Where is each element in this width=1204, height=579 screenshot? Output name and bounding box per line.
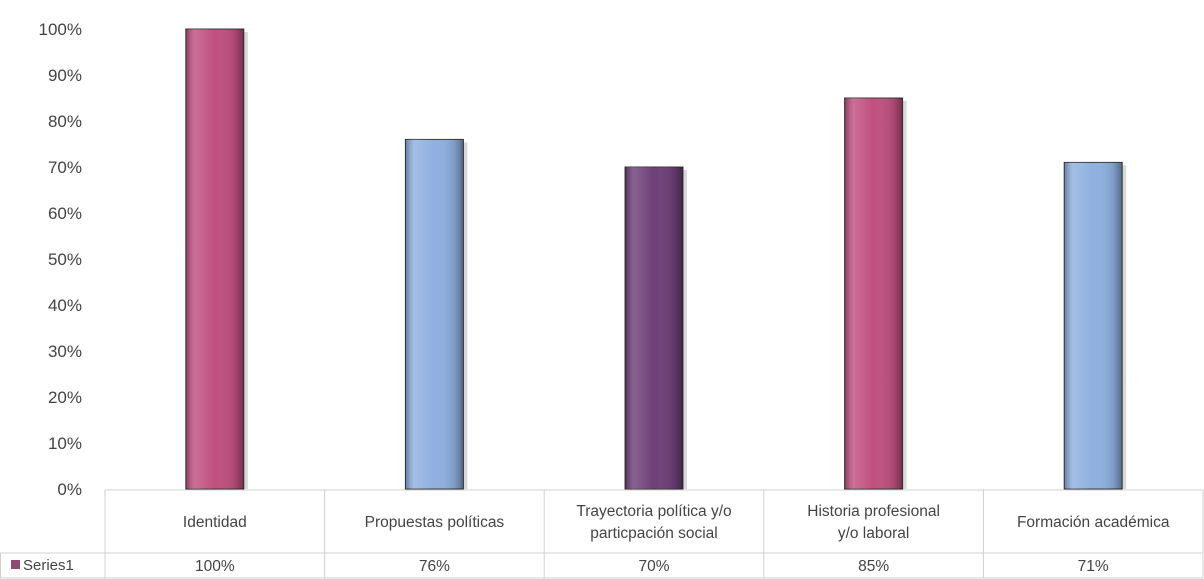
y-tick-label: 40%	[48, 296, 82, 315]
bar-shading	[185, 29, 244, 489]
category-label: Identidad	[183, 514, 247, 531]
category-label: Formación académica	[1017, 514, 1170, 531]
y-tick-label: 30%	[48, 342, 82, 361]
bar	[1063, 161, 1127, 490]
data-label: 70%	[638, 558, 669, 575]
bar-shading	[1064, 162, 1123, 489]
legend-swatch	[11, 560, 20, 569]
bar-shading	[844, 98, 903, 489]
bar-shading	[405, 139, 464, 489]
category-label: Propuestas políticas	[365, 514, 505, 531]
bar-shading	[625, 167, 683, 489]
y-tick-label: 70%	[48, 158, 82, 177]
bar	[185, 28, 248, 490]
y-tick-label: 90%	[48, 66, 82, 85]
bar	[624, 166, 687, 490]
bars	[185, 28, 1127, 490]
category-label: Trayectoria política y/o particpación soc…	[576, 503, 731, 542]
data-label: 100%	[195, 558, 235, 575]
category-label: Historia profesional y/o laboral	[807, 503, 940, 542]
data-label: 85%	[858, 558, 889, 575]
y-tick-label: 0%	[57, 480, 82, 499]
y-tick-label: 10%	[48, 434, 82, 453]
y-tick-label: 50%	[48, 250, 82, 269]
y-tick-label: 100%	[39, 20, 82, 39]
bar	[844, 97, 907, 490]
data-label: 71%	[1078, 558, 1109, 575]
data-table: Identidad Propuestas políticas Trayectoria…	[0, 489, 1204, 579]
bar	[404, 138, 468, 490]
y-tick-label: 60%	[48, 204, 82, 223]
y-tick-label: 80%	[48, 112, 82, 131]
data-label: 76%	[419, 558, 450, 575]
y-axis: 0% 10% 20% 30% 40% 50% 60% 70% 80% 90% 100%	[39, 20, 82, 499]
legend-label: Series1	[23, 557, 74, 574]
y-tick-label: 20%	[48, 388, 82, 407]
